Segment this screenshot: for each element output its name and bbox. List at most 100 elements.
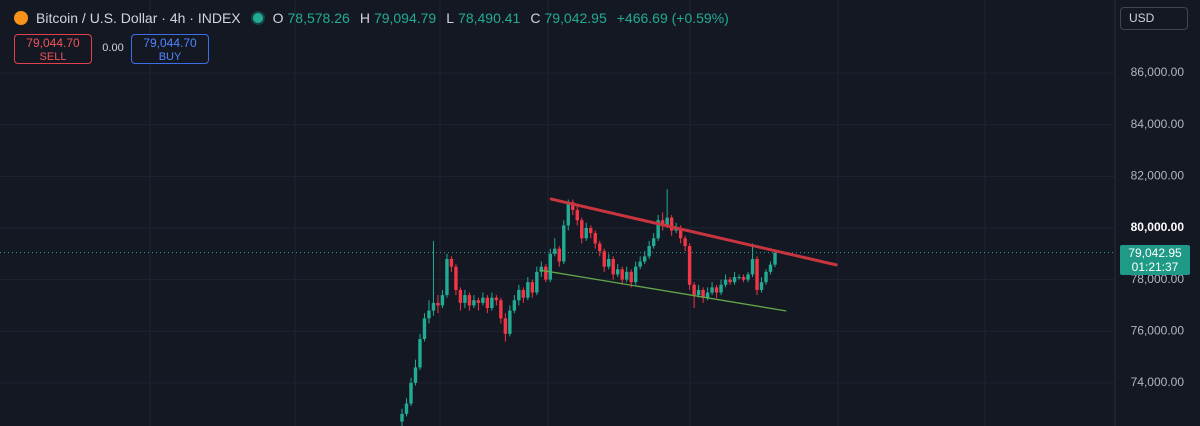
candle-body (584, 227, 588, 239)
candle-body (400, 413, 404, 422)
candle-body (431, 302, 436, 311)
candle-body (472, 300, 476, 306)
y-tick-label: 74,000.00 (1131, 375, 1185, 389)
candle-body (660, 220, 665, 226)
y-tick-label: 82,000.00 (1131, 169, 1185, 183)
y-tick-label: 84,000.00 (1131, 117, 1185, 131)
candle-body (728, 279, 732, 283)
candle-body (714, 287, 719, 293)
ohlc-key: C (530, 10, 541, 26)
candle-body (746, 274, 750, 280)
ohlc-value: 78,578.26 (287, 10, 350, 26)
candle-body (499, 300, 503, 319)
candle-body (539, 266, 544, 272)
y-tick-label: 78,000.00 (1131, 272, 1185, 286)
candle-body (705, 292, 710, 298)
candle-body (764, 271, 768, 283)
ohlc-value: 79,094.79 (373, 10, 437, 26)
candle-body (508, 310, 512, 334)
candle-body (719, 284, 723, 293)
candle-body (624, 271, 629, 280)
candle-body (620, 269, 624, 280)
candle-body (701, 289, 705, 298)
candle-body (678, 227, 683, 239)
candle-body (503, 318, 508, 334)
candle-body (611, 258, 615, 275)
candle-body (445, 258, 449, 296)
candle-body (517, 289, 521, 301)
candle-body (598, 243, 602, 252)
candle-body (458, 289, 463, 303)
currency-select[interactable]: USD (1120, 7, 1188, 30)
last-price-label: 79,042.95 01:21:37 (1120, 244, 1190, 275)
vertical-grid (149, 0, 986, 426)
countdown: 01:21:37 (1131, 259, 1179, 274)
candle-body (521, 289, 526, 298)
candle-body (633, 266, 638, 283)
candle-body (647, 246, 651, 257)
candle-body (409, 382, 413, 404)
candle-body (732, 277, 737, 283)
candle-body (494, 297, 499, 301)
candle-body (759, 282, 764, 290)
candle-body (768, 264, 773, 272)
candle-body (571, 202, 575, 210)
buy-button[interactable]: 79,044.70 BUY (131, 34, 209, 64)
candle-body (773, 252, 777, 265)
candle-body (589, 227, 593, 234)
candle-body (607, 258, 611, 267)
sell-label: SELL (39, 51, 67, 63)
ohlc-key: L (446, 10, 455, 26)
trendline (539, 269, 787, 312)
ohlc-value: 78,490.41 (458, 10, 521, 26)
candle-body (580, 220, 584, 239)
candle-body (562, 225, 566, 262)
candle-body (490, 297, 494, 309)
y-tick-label: 86,000.00 (1131, 65, 1185, 79)
currency-label: USD (1129, 11, 1155, 25)
candle-body (404, 403, 409, 414)
candle-body (454, 266, 458, 290)
candle-body (557, 248, 561, 262)
candle-body (566, 202, 570, 226)
ohlc-key: O (272, 10, 284, 26)
candle-body (602, 251, 606, 267)
market-status (252, 13, 263, 23)
candle-body (418, 338, 422, 368)
candle-body (616, 269, 620, 275)
candle-body (642, 256, 647, 262)
candle-body (413, 367, 418, 383)
candle-body (422, 318, 427, 339)
buy-label: BUY (158, 51, 182, 63)
y-tick-label: 76,000.00 (1131, 323, 1185, 337)
candle-body (553, 248, 557, 254)
candle-body (449, 258, 454, 267)
price-change: +466.69 (+0.59%) (616, 10, 729, 26)
candle-body (427, 310, 431, 319)
candle-body (440, 295, 445, 306)
candle-body (656, 220, 660, 239)
candle-body (710, 287, 714, 293)
candle-body (665, 217, 669, 226)
candle-body (463, 295, 467, 303)
symbol-title: Bitcoin / U.S. Dollar · 4h · INDEX (36, 10, 241, 26)
candle-body (548, 253, 553, 280)
candle-body (651, 238, 656, 247)
trendline (549, 197, 838, 267)
candle-body (544, 266, 548, 280)
candle-body (737, 277, 741, 279)
ohlc-key: H (359, 10, 370, 26)
candle-body (481, 297, 485, 303)
sell-button[interactable]: 79,044.70 SELL (14, 34, 92, 64)
candle-body (755, 258, 759, 290)
candle-body (696, 289, 701, 296)
candle-body (512, 300, 517, 311)
candle-body (741, 277, 746, 280)
ohlc-value: 79,042.95 (544, 10, 607, 26)
candles (400, 189, 777, 426)
candle-body (638, 261, 642, 267)
last-price: 79,042.95 (1128, 245, 1182, 260)
candle-body (629, 271, 633, 283)
candle-body (687, 246, 692, 285)
